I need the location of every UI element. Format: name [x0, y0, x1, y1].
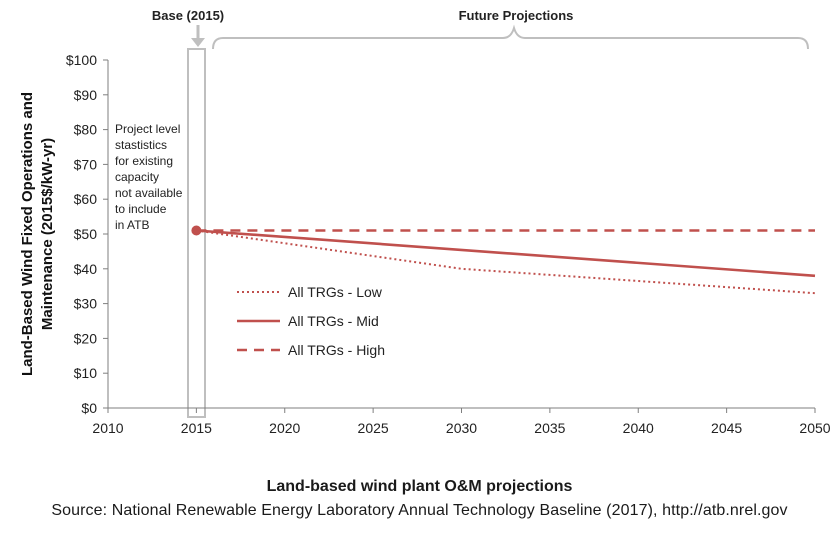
y-tick-label: $100 — [66, 52, 97, 68]
axes: $0$10$20$30$40$50$60$70$80$90$100 2010 20… — [66, 52, 831, 436]
y-tick-label: $90 — [74, 87, 98, 103]
y-tick-label: $50 — [74, 226, 98, 242]
legend-label: All TRGs - High — [288, 342, 385, 358]
note-line: Project level — [115, 122, 180, 136]
base-year-box — [187, 48, 206, 418]
x-tick-label: 2045 — [711, 420, 742, 436]
y-axis-title: Land-Based Wind Fixed Operations and Mai… — [19, 92, 56, 376]
base-label: Base (2015) — [152, 8, 224, 23]
y-tick-label: $60 — [74, 191, 98, 207]
note-line: stastistics — [115, 138, 167, 152]
y-tick-label: $80 — [74, 122, 98, 138]
future-label: Future Projections — [459, 8, 574, 23]
x-tick-label: 2015 — [181, 420, 212, 436]
series-layer — [191, 225, 816, 295]
series-line-solid — [196, 229, 816, 278]
source-note: Source: National Renewable Energy Labora… — [51, 502, 788, 519]
x-tick-label: 2050 — [799, 420, 830, 436]
y-tick-label: $20 — [74, 330, 98, 346]
x-tick-label: 2030 — [446, 420, 477, 436]
x-tick-label: 2025 — [358, 420, 389, 436]
x-tick-label: 2035 — [534, 420, 565, 436]
x-axis-title: Land-based wind plant O&M projections — [266, 478, 573, 495]
y-tick-label: $10 — [74, 365, 98, 381]
y-tick-label: $40 — [74, 261, 98, 277]
annotations: Base (2015) Future Projections Project l… — [115, 8, 809, 418]
x-tick-label: 2020 — [269, 420, 300, 436]
x-tick-label: 2010 — [92, 420, 123, 436]
base-point — [191, 225, 202, 236]
y-tick-label: $30 — [74, 296, 98, 312]
y-tick-label: $70 — [74, 156, 98, 172]
y-tick-label: $0 — [81, 400, 97, 416]
y-axis-title-line-1: Land-Based Wind Fixed Operations and — [19, 92, 36, 376]
y-ticks: $0 $10 $20 $30 $40 $50 $60 $70 $80 $90 $100 — [66, 52, 108, 416]
future-bracket — [212, 24, 809, 50]
note-line: for existing — [115, 154, 173, 168]
base-arrow — [191, 25, 205, 47]
legend-label: All TRGs - Mid — [288, 313, 379, 329]
chart: Base (2015) Future Projections Project l… — [19, 8, 831, 436]
x-tick-label: 2040 — [623, 420, 654, 436]
legend-label: All TRGs - Low — [288, 284, 383, 300]
legend: All TRGs - Low All TRGs - Mid All TRGs - H… — [237, 284, 385, 358]
y-axis-title-line-2: Maintenance (2015$/kW-yr) — [39, 138, 56, 330]
note-line: to include — [115, 202, 167, 216]
note-line: capacity — [115, 170, 159, 184]
x-ticks: 2010 2015 2020 2025 2030 2035 2040 2045 2050 — [92, 408, 831, 436]
note-text: Project level stastistics for existing capa… — [115, 122, 183, 232]
note-line: in ATB — [115, 218, 149, 232]
note-line: not available — [115, 186, 183, 200]
